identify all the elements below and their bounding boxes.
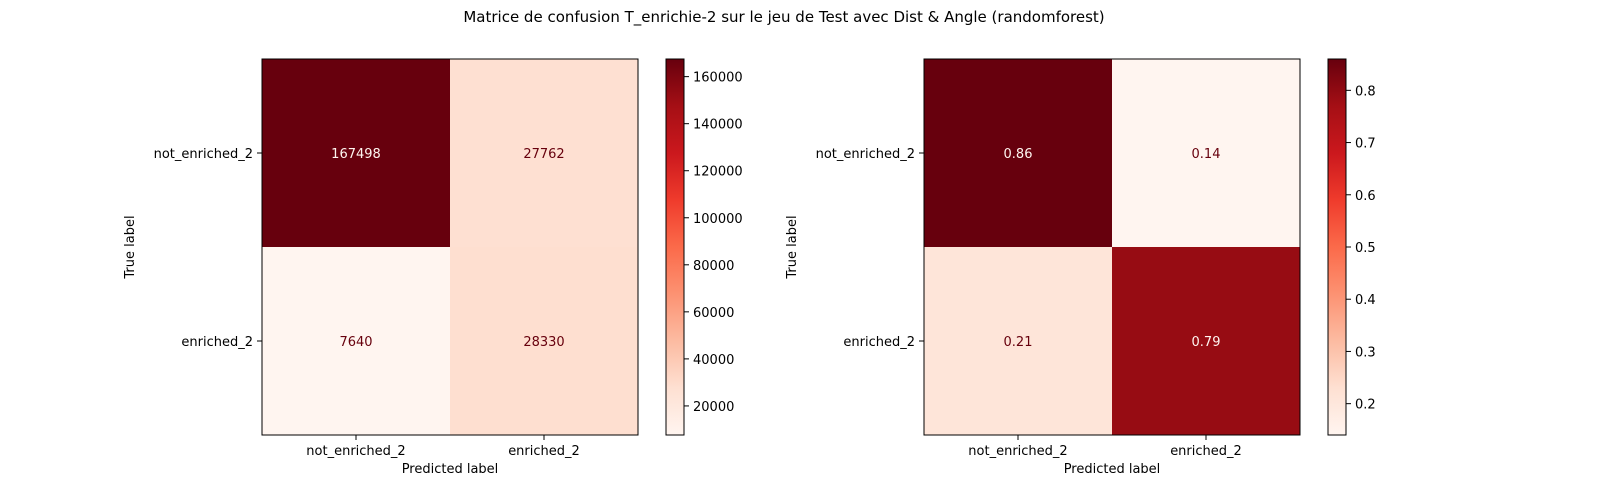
axes-frame <box>261 58 639 436</box>
heatmap-cell <box>450 59 638 247</box>
figure-suptitle: Matrice de confusion T_enrichie-2 sur le… <box>463 8 1104 27</box>
colorbar-tick-label: 40000 <box>693 353 734 368</box>
cell-value-label: 0.86 <box>1004 147 1033 162</box>
heatmap-cell <box>924 247 1112 435</box>
x-axis-label: Predicted label <box>1064 462 1161 477</box>
colorbar-tick-label: 60000 <box>693 306 734 321</box>
colorbar-tick-label: 0.5 <box>1355 241 1376 256</box>
y-axis-label: True label <box>785 215 800 279</box>
y-tick-label: not_enriched_2 <box>154 147 253 162</box>
cell-value-label: 28330 <box>523 335 564 350</box>
cell-value-label: 27762 <box>523 147 564 162</box>
colorbar-tick-label: 120000 <box>693 165 743 180</box>
colorbar-tick-label: 0.3 <box>1355 345 1376 360</box>
colorbar-tick-label: 0.2 <box>1355 398 1376 413</box>
heatmap-cell <box>1112 247 1300 435</box>
confusion-matrix-panel-2: 0.86 0.14 0.21 0.79 not_enriched_2 enriched_2… <box>785 58 1376 477</box>
x-tick-label: enriched_2 <box>508 444 580 459</box>
heatmap-cell <box>262 247 450 435</box>
colorbar-tick-label: 0.6 <box>1355 189 1376 204</box>
y-axis-label: True label <box>123 215 138 279</box>
x-tick-label: not_enriched_2 <box>306 444 405 459</box>
x-tick-label: not_enriched_2 <box>968 444 1067 459</box>
heatmap-cell <box>924 59 1112 247</box>
colorbar-tick-label: 0.8 <box>1355 84 1376 99</box>
colorbar-tick-label: 0.7 <box>1355 137 1376 152</box>
heatmap-cell <box>1112 59 1300 247</box>
y-tick-label: enriched_2 <box>843 335 915 350</box>
colorbar-tick-label: 160000 <box>693 71 743 86</box>
heatmap-cell <box>262 59 450 247</box>
cell-value-label: 0.21 <box>1004 335 1033 350</box>
x-axis-label: Predicted label <box>402 462 499 477</box>
colorbar-tick-label: 100000 <box>693 212 743 227</box>
colorbar-tick-label: 20000 <box>693 400 734 415</box>
x-tick-label: enriched_2 <box>1170 444 1242 459</box>
colorbar-tick-label: 140000 <box>693 118 743 133</box>
heatmap-cell <box>450 247 638 435</box>
cell-value-label: 0.14 <box>1192 147 1221 162</box>
y-tick-label: enriched_2 <box>181 335 253 350</box>
colorbar-tick-label: 80000 <box>693 259 734 274</box>
cell-value-label: 167498 <box>331 147 381 162</box>
axes-frame <box>923 58 1301 436</box>
cell-value-label: 0.79 <box>1192 335 1221 350</box>
colorbar <box>1327 58 1347 436</box>
colorbar <box>665 58 685 436</box>
y-tick-label: not_enriched_2 <box>816 147 915 162</box>
cell-value-label: 7640 <box>339 335 372 350</box>
colorbar-tick-label: 0.4 <box>1355 293 1376 308</box>
